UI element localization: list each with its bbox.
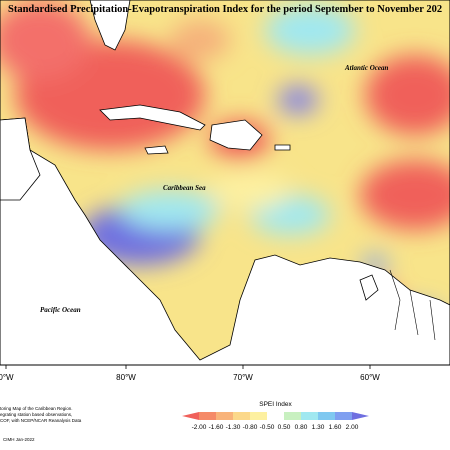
map-frame xyxy=(0,0,450,366)
legend-swatch xyxy=(182,412,199,420)
yucatan xyxy=(0,117,41,201)
lon-label: 60°W xyxy=(360,373,380,382)
legend-swatch xyxy=(233,412,250,420)
note: egrating station based observations, xyxy=(0,412,72,417)
lon-label: 70°W xyxy=(233,373,253,382)
map-title: Standardised Precipitation-Evapotranspir… xyxy=(8,4,442,15)
legend-tick-label: -2.00 xyxy=(192,424,207,431)
legend-swatch xyxy=(352,412,369,420)
legend-swatch xyxy=(199,412,216,420)
legend-tick-label: 0.80 xyxy=(295,424,308,431)
lon-label: 80°W xyxy=(116,373,136,382)
mainland xyxy=(0,117,450,365)
trinidad xyxy=(359,274,379,301)
legend-title: SPEI Index xyxy=(259,401,292,408)
legend-tick-label: 2.00 xyxy=(346,424,359,431)
note: toring Map of the Caribbean Region. xyxy=(0,406,73,411)
legend-swatch xyxy=(250,412,267,420)
ocean-label: Pacific Ocean xyxy=(40,306,81,314)
legend-swatch xyxy=(335,412,352,420)
cuba xyxy=(99,104,206,131)
legend-tick-label: 0.50 xyxy=(278,424,291,431)
legend-tick-label: -0.50 xyxy=(260,424,275,431)
florida xyxy=(89,0,131,51)
legend-swatch xyxy=(267,412,284,420)
ocean-label: Atlantic Ocean xyxy=(344,64,388,72)
legend-swatch xyxy=(216,412,233,420)
legend-tick-label: 1.30 xyxy=(312,424,325,431)
legend-swatch xyxy=(301,412,318,420)
legend-tick-label: -1.30 xyxy=(226,424,241,431)
legend-tick-label: -0.80 xyxy=(243,424,258,431)
legend-tick-label: 1.60 xyxy=(329,424,342,431)
credit: CIMH Jan-2022 xyxy=(3,437,35,442)
legend-tick-label: -1.60 xyxy=(209,424,224,431)
puerto-rico xyxy=(274,144,291,151)
spei-field: Atlantic Ocean Caribbean Sea Pacific Oce… xyxy=(0,0,450,365)
legend-swatch xyxy=(318,412,335,420)
lon-label: 0°W xyxy=(0,373,14,382)
jamaica xyxy=(144,145,169,155)
ocean-label: Caribbean Sea xyxy=(163,184,206,192)
hispaniola xyxy=(209,119,263,151)
note: COF, with NCEP/NCAR Reanalysis Data xyxy=(0,418,82,423)
legend-swatch xyxy=(284,412,301,420)
